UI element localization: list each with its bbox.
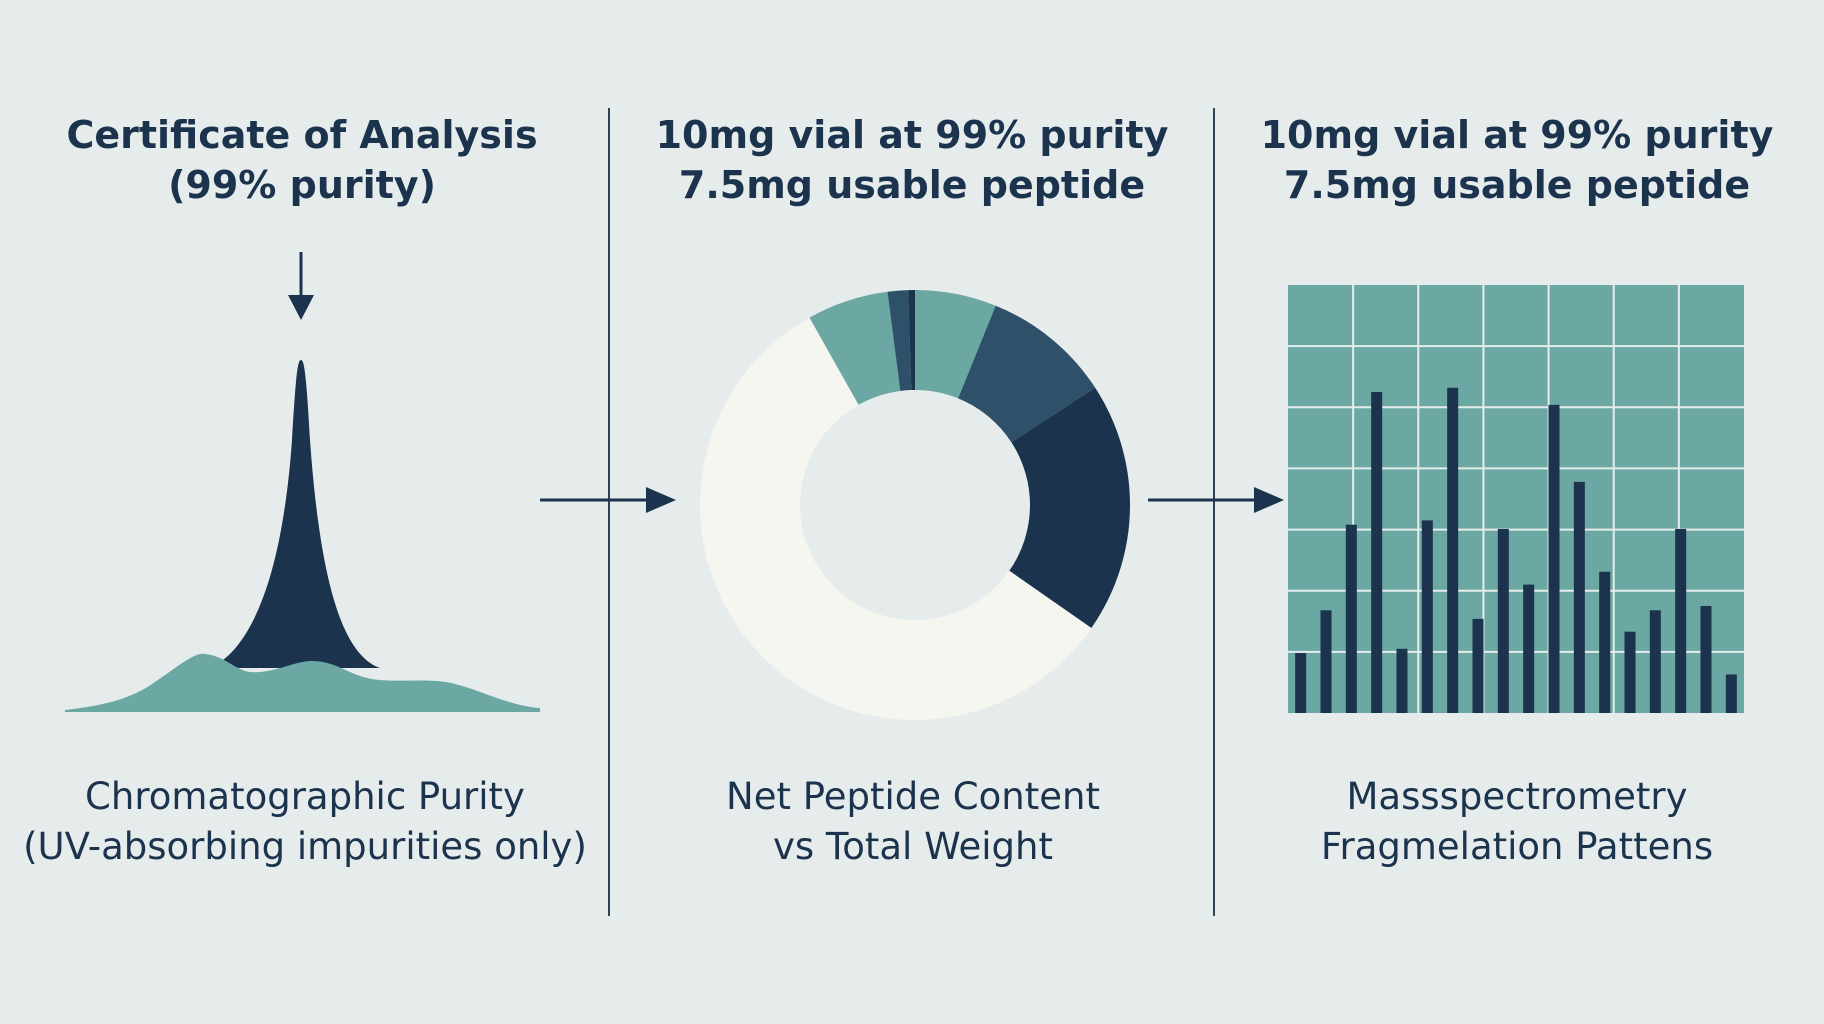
donut-slice-2 — [958, 305, 1096, 443]
panel-2-caption-line-1: Net Peptide Content — [726, 775, 1100, 818]
spectrum-bar-15 — [1649, 610, 1661, 713]
donut-slice-6 — [887, 290, 912, 391]
panel-1-title: Certificate of Analysis (99% purity) — [2, 110, 602, 210]
main-peak — [210, 360, 380, 668]
mass-spectrum-chart — [1288, 285, 1744, 713]
spectrum-bar-16 — [1675, 528, 1687, 713]
panel-1-caption-line-2: (UV-absorbing impurities only) — [23, 825, 587, 868]
spectrum-bar-9 — [1497, 528, 1509, 713]
plot-background — [1288, 285, 1744, 713]
down-arrow-head — [288, 295, 314, 320]
arrow-right-icon — [540, 487, 676, 513]
donut-slice-7 — [908, 290, 915, 391]
donut-slice-4 — [699, 317, 1092, 720]
donut-slice-3 — [1009, 387, 1130, 629]
spectrum-bar-17 — [1700, 606, 1712, 713]
panel-3-title-line-2: 7.5mg usable peptide — [1283, 163, 1751, 207]
impurity-baseline — [65, 653, 540, 712]
spectrum-bar-5 — [1396, 648, 1408, 713]
panel-3-caption-line-2: Fragmelation Pattens — [1320, 825, 1714, 868]
panel-2-title: 10mg vial at 99% purity 7.5mg usable pep… — [612, 110, 1212, 210]
spectrum-bar-4 — [1371, 392, 1383, 713]
spectrum-bar-10 — [1523, 584, 1535, 713]
panel-1-title-line-2: (99% purity) — [168, 163, 436, 207]
donut-slice-5 — [809, 291, 901, 405]
panel-1-title-line-1: Certificate of Analysis — [66, 113, 538, 157]
spectrum-bar-12 — [1573, 481, 1585, 713]
spectrum-bar-18 — [1725, 674, 1737, 713]
panel-2-title-line-1: 10mg vial at 99% purity — [655, 113, 1169, 157]
panel-1-caption: Chromatographic Purity (UV-absorbing imp… — [0, 772, 615, 872]
divider-left — [608, 108, 610, 916]
panel-3-title-line-1: 10mg vial at 99% purity — [1260, 113, 1774, 157]
panel-3-caption: Massspectrometry Fragmelation Pattens — [1207, 772, 1824, 872]
net-peptide-donut — [699, 290, 1130, 720]
spectrum-bar-14 — [1624, 631, 1636, 713]
panel-3-caption-line-1: Massspectrometry — [1346, 775, 1688, 818]
panel-1-caption-line-1: Chromatographic Purity — [85, 775, 525, 818]
chromatogram — [65, 252, 540, 712]
panel-2-title-line-2: 7.5mg usable peptide — [678, 163, 1146, 207]
arrow-right-icon — [1148, 487, 1284, 513]
panel-2-caption: Net Peptide Content vs Total Weight — [603, 772, 1223, 872]
panel-2-caption-line-2: vs Total Weight — [772, 825, 1053, 868]
divider-right — [1213, 108, 1215, 916]
spectrum-bar-8 — [1472, 618, 1484, 713]
panel-3-title: 10mg vial at 99% purity 7.5mg usable pep… — [1217, 110, 1817, 210]
spectrum-bar-1 — [1295, 653, 1307, 713]
spectrum-bar-2 — [1320, 610, 1332, 713]
spectrum-bar-3 — [1345, 524, 1357, 713]
donut-slice-1 — [915, 290, 996, 399]
spectrum-bar-11 — [1548, 404, 1560, 713]
spectrum-bar-13 — [1599, 571, 1611, 713]
spectrum-bar-7 — [1447, 387, 1459, 713]
spectrum-bar-6 — [1421, 520, 1433, 713]
